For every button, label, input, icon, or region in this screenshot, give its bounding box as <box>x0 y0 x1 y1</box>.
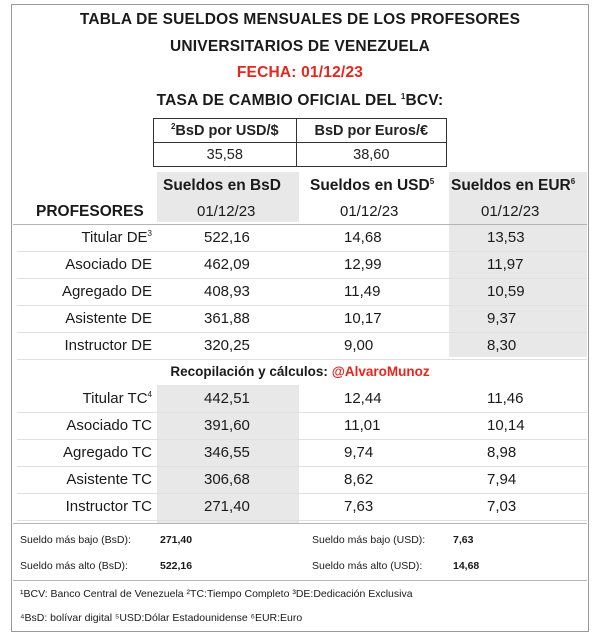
shade-bsd-tc <box>157 385 299 523</box>
professor-category: Titular TC4 <box>82 390 152 407</box>
salary-usd: 9,00 <box>344 337 374 354</box>
rate-header-usd: 2BsD por USD/$ <box>153 118 297 143</box>
professor-category: Agregado TC <box>63 444 152 461</box>
exchange-rate-table: 2BsD por USD/$ BsD por Euros/€ 35,58 38,… <box>153 118 448 167</box>
row-divider <box>17 278 587 279</box>
profesores-header: PROFESORES <box>36 203 144 220</box>
salary-bsd: 306,68 <box>204 471 250 488</box>
row-divider <box>17 439 587 440</box>
salary-usd: 10,17 <box>344 310 382 327</box>
table-frame <box>11 4 589 632</box>
salary-bsd: 462,09 <box>204 256 250 273</box>
salary-usd: 8,62 <box>344 471 374 488</box>
rate-value-usd: 35,58 <box>153 142 297 167</box>
salary-eur: 7,94 <box>487 471 517 488</box>
salary-bsd: 391,60 <box>204 417 250 434</box>
salary-usd: 7,63 <box>344 498 374 515</box>
footnote-line-2: ⁴BsD: bolívar digital ⁵USD:Dólar Estadou… <box>20 612 303 624</box>
row-divider <box>17 493 587 494</box>
low-bsd-label: Sueldo más bajo (BsD): <box>20 534 131 546</box>
credit-line: Recopilación y cálculos: @AlvaroMunoz <box>170 364 430 379</box>
salary-usd: 11,01 <box>344 417 381 434</box>
professor-category: Instructor DE <box>64 337 152 354</box>
salary-eur: 13,53 <box>487 229 525 246</box>
salary-bsd: 346,55 <box>204 444 250 461</box>
salary-eur: 11,46 <box>487 390 524 407</box>
low-bsd-value: 271,40 <box>160 534 193 546</box>
salary-bsd: 522,16 <box>204 229 250 246</box>
salary-eur: 11,97 <box>487 256 524 273</box>
professor-category: Agregado DE <box>61 283 152 300</box>
footnote-line-1: ¹BCV: Banco Central de Venezuela ²TC:Tie… <box>20 588 413 600</box>
salary-eur: 10,14 <box>487 417 525 434</box>
salary-bsd: 361,88 <box>204 310 250 327</box>
salary-bsd: 320,25 <box>204 337 250 354</box>
salary-eur: 10,59 <box>487 283 525 300</box>
salary-eur: 8,30 <box>487 337 517 354</box>
footnote-separator <box>13 580 587 581</box>
author-handle: @AlvaroMunoz <box>331 364 430 379</box>
col-header-eur: Sueldos en EUR6 <box>451 177 576 195</box>
title-line-1: TABLA DE SUELDOS MENSUALES DE LOS PROFES… <box>79 11 521 28</box>
high-bsd-label: Sueldo más alto (BsD): <box>20 560 128 572</box>
salary-usd: 11,49 <box>344 283 381 300</box>
date-usd: 01/12/23 <box>340 203 399 220</box>
title-line-2: UNIVERSITARIOS DE VENEZUELA <box>169 38 431 55</box>
shade-eur-de <box>449 172 587 357</box>
salary-usd: 12,99 <box>344 256 382 273</box>
salary-usd: 12,44 <box>344 390 382 407</box>
professor-category: Asistente DE <box>65 310 152 327</box>
row-divider <box>17 332 587 333</box>
header-separator <box>13 224 587 225</box>
salary-bsd: 271,40 <box>204 498 250 515</box>
col-header-usd: Sueldos en USD5 <box>310 177 435 195</box>
rate-header-eur: BsD por Euros/€ <box>295 118 448 143</box>
row-divider <box>17 251 587 252</box>
shade-bsd-header <box>157 172 299 222</box>
professor-category: Instructor TC <box>65 498 152 515</box>
row-divider <box>17 520 587 521</box>
date-bsd: 01/12/23 <box>197 203 256 220</box>
fecha-label: FECHA: 01/12/23 <box>236 64 364 81</box>
row-divider <box>17 466 587 467</box>
professor-category: Asociado TC <box>66 417 152 434</box>
low-usd-value: 7,63 <box>453 534 474 546</box>
salary-eur: 9,37 <box>487 310 517 327</box>
salary-usd: 14,68 <box>344 229 382 246</box>
col-header-bsd: Sueldos en BsD <box>163 177 281 194</box>
professor-category: Titular DE3 <box>81 229 152 246</box>
salary-eur: 7,03 <box>487 498 517 515</box>
table-bottom-separator <box>13 523 587 524</box>
row-divider <box>17 305 587 306</box>
professor-category: Asociado DE <box>65 256 152 273</box>
rate-value-eur: 38,60 <box>295 142 448 167</box>
low-usd-label: Sueldo más bajo (USD): <box>312 534 426 546</box>
salary-bsd: 408,93 <box>204 283 250 300</box>
high-usd-label: Sueldo más alto (USD): <box>312 560 423 572</box>
salary-eur: 8,98 <box>487 444 517 461</box>
high-bsd-value: 522,16 <box>160 560 193 572</box>
salary-usd: 9,74 <box>344 444 374 461</box>
high-usd-value: 14,68 <box>453 560 480 572</box>
tasa-title: TASA DE CAMBIO OFICIAL DEL 1BCV: <box>156 92 444 110</box>
salary-bsd: 442,51 <box>204 390 250 407</box>
professor-category: Asistente TC <box>66 471 152 488</box>
date-eur: 01/12/23 <box>481 203 540 220</box>
row-divider <box>17 359 587 360</box>
row-divider <box>17 412 587 413</box>
